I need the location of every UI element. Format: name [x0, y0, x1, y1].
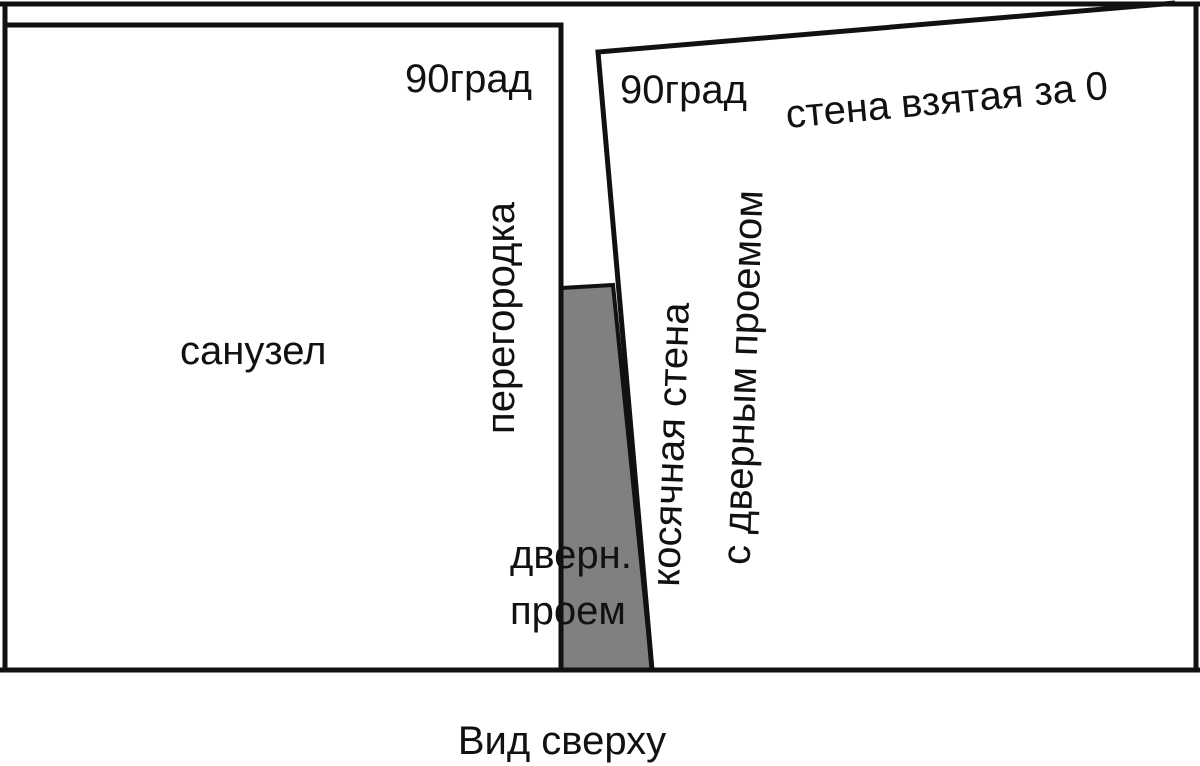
wall-label: с дверным проемом [714, 189, 771, 565]
wall-label: косячная стена [644, 301, 698, 587]
wall-label: стена взятая за 0 [784, 64, 1110, 137]
angle-label: 90град [620, 68, 747, 112]
door-label: дверн. [510, 533, 632, 577]
caption: Вид сверху [458, 719, 666, 763]
angle-label: 90град [405, 57, 532, 101]
skew-walls [595, 0, 1176, 671]
door-label: проем [510, 589, 626, 633]
room-label: санузел [180, 329, 326, 373]
bathroom-walls [5, 22, 564, 670]
partition-label: перегородка [479, 201, 523, 434]
